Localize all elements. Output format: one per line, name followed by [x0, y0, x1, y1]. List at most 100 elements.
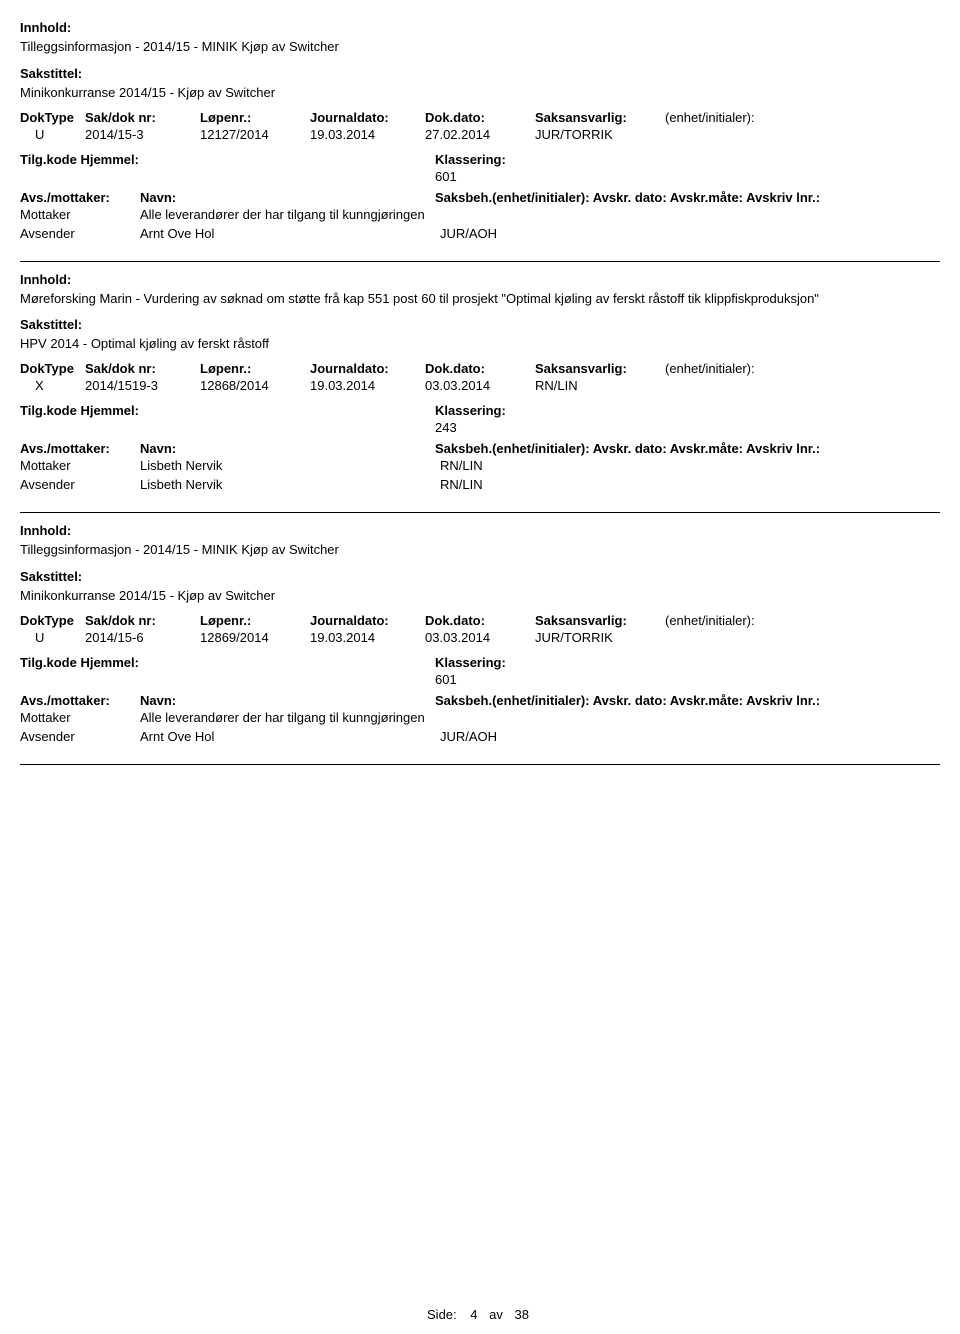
doktype-value: X [20, 378, 85, 393]
dokdato-header: Dok.dato: [425, 110, 535, 125]
journaldato-header: Journaldato: [310, 110, 425, 125]
klassering-value: 601 [435, 169, 940, 184]
tilgkode-hjemmel-label: Tilg.kode Hjemmel: [20, 655, 435, 670]
avs-mottaker-label: Avs./mottaker: [20, 441, 140, 456]
meta-header-row: DokType Sak/dok nr: Løpenr.: Journaldato… [20, 613, 940, 628]
innhold-text: Tilleggsinformasjon - 2014/15 - MINIK Kj… [20, 39, 940, 56]
lopenr-header: Løpenr.: [200, 110, 310, 125]
klassering-label: Klassering: [435, 152, 506, 167]
avs-mottaker-label: Avs./mottaker: [20, 190, 140, 205]
doktype-header: DokType [20, 613, 85, 628]
mottaker-label: Mottaker [20, 207, 140, 224]
saksansvarlig-value: JUR/TORRIK [535, 127, 665, 142]
meta-header-row: DokType Sak/dok nr: Løpenr.: Journaldato… [20, 110, 940, 125]
avsender-row: Avsender Lisbeth Nervik RN/LIN [20, 477, 940, 494]
sakdok-value: 2014/1519-3 [85, 378, 200, 393]
innhold-text: Tilleggsinformasjon - 2014/15 - MINIK Kj… [20, 542, 940, 559]
innhold-text: Møreforsking Marin - Vurdering av søknad… [20, 291, 940, 308]
doktype-header: DokType [20, 110, 85, 125]
meta-header-row: DokType Sak/dok nr: Løpenr.: Journaldato… [20, 361, 940, 376]
tilg-klass-row: Tilg.kode Hjemmel: Klassering: [20, 403, 940, 418]
saksansvarlig-header: Saksansvarlig: [535, 361, 665, 376]
lopenr-header: Løpenr.: [200, 361, 310, 376]
innhold-label: Innhold: [20, 20, 940, 35]
dokdato-header: Dok.dato: [425, 613, 535, 628]
journaldato-value: 19.03.2014 [310, 127, 425, 142]
page-current: 4 [470, 1307, 477, 1322]
party-header-row: Avs./mottaker: Navn: Saksbeh.(enhet/init… [20, 441, 940, 456]
saksansvarlig-value: JUR/TORRIK [535, 630, 665, 645]
doktype-value: U [20, 630, 85, 645]
page-total: 38 [515, 1307, 529, 1322]
mottaker-row: Mottaker Lisbeth Nervik RN/LIN [20, 458, 940, 475]
sakstittel-text: HPV 2014 - Optimal kjøling av ferskt rås… [20, 336, 940, 353]
avsender-row: Avsender Arnt Ove Hol JUR/AOH [20, 729, 940, 746]
dokdato-value: 03.03.2014 [425, 378, 535, 393]
journal-record: Innhold: Tilleggsinformasjon - 2014/15 -… [20, 20, 940, 243]
avsender-label: Avsender [20, 226, 140, 243]
mottaker-beh [440, 207, 620, 224]
sakstittel-label: Sakstittel: [20, 317, 940, 332]
sakdok-header: Sak/dok nr: [85, 613, 200, 628]
mottaker-beh: RN/LIN [440, 458, 620, 475]
saksbeh-header: Saksbeh.(enhet/initialer): Avskr. dato: … [435, 441, 940, 456]
tilg-klass-row: Tilg.kode Hjemmel: Klassering: [20, 655, 940, 670]
mottaker-row: Mottaker Alle leverandører der har tilga… [20, 710, 940, 727]
mottaker-label: Mottaker [20, 710, 140, 727]
tilg-klass-row: Tilg.kode Hjemmel: Klassering: [20, 152, 940, 167]
klassering-value: 601 [435, 672, 940, 687]
sakstittel-label: Sakstittel: [20, 66, 940, 81]
sakstittel-text: Minikonkurranse 2014/15 - Kjøp av Switch… [20, 85, 940, 102]
mottaker-row: Mottaker Alle leverandører der har tilga… [20, 207, 940, 224]
mottaker-beh [440, 710, 620, 727]
doktype-value: U [20, 127, 85, 142]
navn-label: Navn: [140, 441, 435, 456]
sakstittel-label: Sakstittel: [20, 569, 940, 584]
sakdok-value: 2014/15-6 [85, 630, 200, 645]
avsender-name: Arnt Ove Hol [140, 226, 440, 243]
innhold-label: Innhold: [20, 523, 940, 538]
avs-mottaker-label: Avs./mottaker: [20, 693, 140, 708]
dokdato-header: Dok.dato: [425, 361, 535, 376]
sakdok-value: 2014/15-3 [85, 127, 200, 142]
avsender-beh: RN/LIN [440, 477, 620, 494]
lopenr-value: 12127/2014 [200, 127, 310, 142]
record-divider [20, 261, 940, 262]
meta-value-row: U 2014/15-3 12127/2014 19.03.2014 27.02.… [20, 127, 940, 142]
record-divider [20, 764, 940, 765]
navn-label: Navn: [140, 190, 435, 205]
sakstittel-text: Minikonkurranse 2014/15 - Kjøp av Switch… [20, 588, 940, 605]
dokdato-value: 27.02.2014 [425, 127, 535, 142]
party-header-row: Avs./mottaker: Navn: Saksbeh.(enhet/init… [20, 693, 940, 708]
lopenr-header: Løpenr.: [200, 613, 310, 628]
journaldato-header: Journaldato: [310, 361, 425, 376]
enhet-init-header: (enhet/initialer): [665, 361, 815, 376]
avsender-name: Arnt Ove Hol [140, 729, 440, 746]
avsender-label: Avsender [20, 729, 140, 746]
doktype-header: DokType [20, 361, 85, 376]
journal-record: Innhold: Møreforsking Marin - Vurdering … [20, 272, 940, 495]
tilgkode-hjemmel-label: Tilg.kode Hjemmel: [20, 403, 435, 418]
meta-value-row: X 2014/1519-3 12868/2014 19.03.2014 03.0… [20, 378, 940, 393]
lopenr-value: 12868/2014 [200, 378, 310, 393]
meta-value-row: U 2014/15-6 12869/2014 19.03.2014 03.03.… [20, 630, 940, 645]
mottaker-name: Alle leverandører der har tilgang til ku… [140, 207, 440, 224]
avsender-beh: JUR/AOH [440, 226, 620, 243]
mottaker-name: Lisbeth Nervik [140, 458, 440, 475]
saksansvarlig-value: RN/LIN [535, 378, 665, 393]
klassering-label: Klassering: [435, 403, 506, 418]
av-label: av [489, 1307, 503, 1322]
enhet-init-header: (enhet/initialer): [665, 613, 815, 628]
sakdok-header: Sak/dok nr: [85, 110, 200, 125]
klassering-label: Klassering: [435, 655, 506, 670]
journaldato-value: 19.03.2014 [310, 630, 425, 645]
saksbeh-header: Saksbeh.(enhet/initialer): Avskr. dato: … [435, 190, 940, 205]
saksansvarlig-header: Saksansvarlig: [535, 613, 665, 628]
klassering-value: 243 [435, 420, 940, 435]
lopenr-value: 12869/2014 [200, 630, 310, 645]
tilgkode-hjemmel-label: Tilg.kode Hjemmel: [20, 152, 435, 167]
enhet-init-header: (enhet/initialer): [665, 110, 815, 125]
journaldato-header: Journaldato: [310, 613, 425, 628]
navn-label: Navn: [140, 693, 435, 708]
avsender-name: Lisbeth Nervik [140, 477, 440, 494]
